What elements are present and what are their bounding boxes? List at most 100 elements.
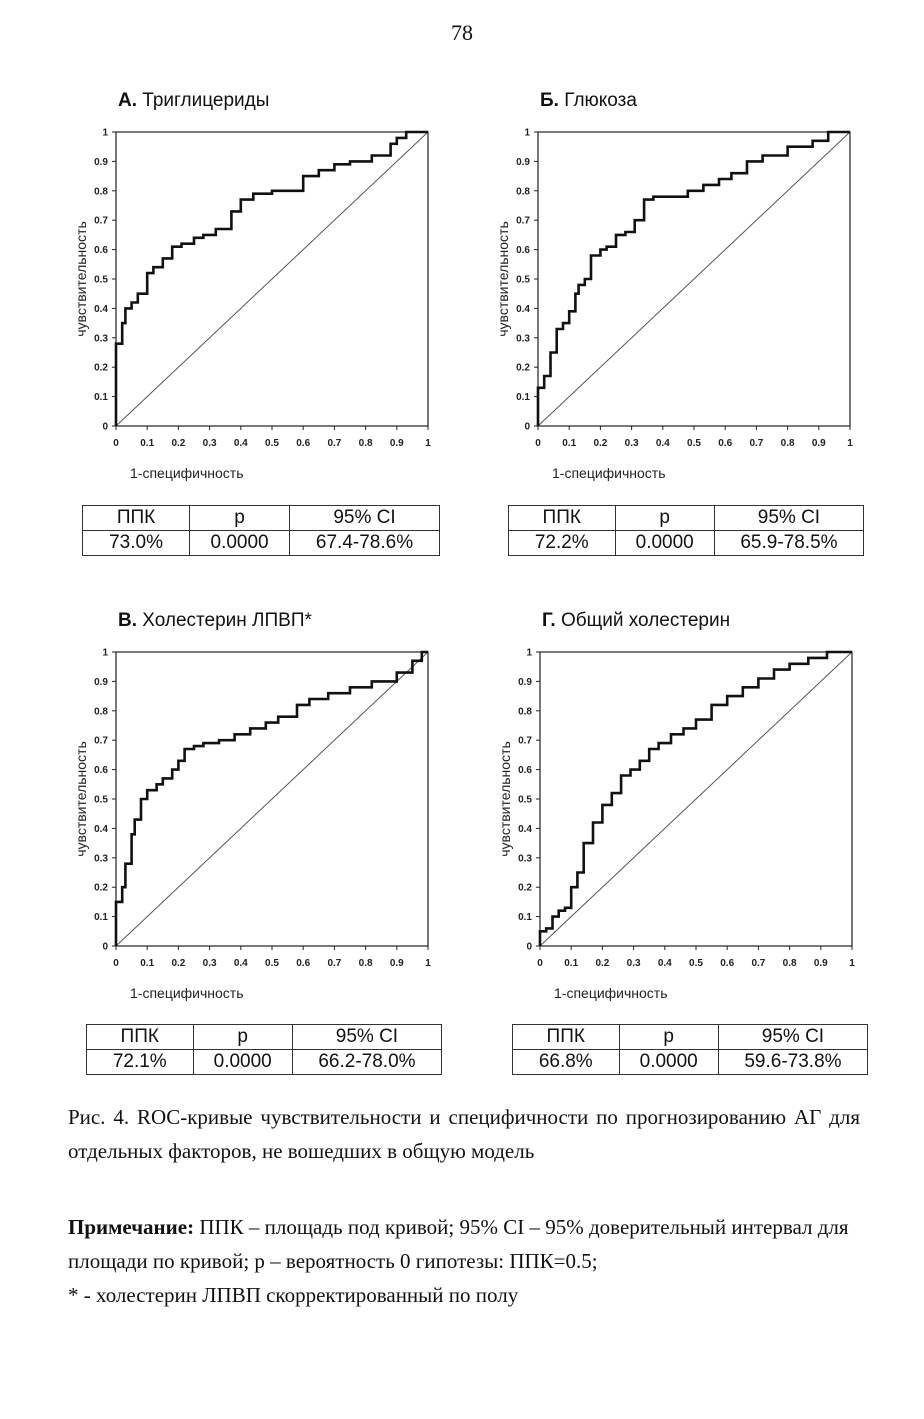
x-tick-label: 0.3	[203, 438, 217, 449]
panel-letter: Г.	[542, 610, 556, 631]
auc-header: ППК	[508, 505, 616, 531]
y-tick-label: 0.4	[94, 304, 108, 315]
stats-table-triglycerides: ППК p 95% CI 73.0% 0.0000 67.4-78.6%	[81, 505, 440, 556]
auc-header: ППК	[81, 505, 191, 531]
stats-value-row: 72.2% 0.0000 65.9-78.5%	[508, 530, 865, 556]
roc-chart: 0 0.1 0.2 0.3 0.4 0.5 0.6 0.7 0.8 0.9 1 0 0.1 0.2 0.3 0…	[73, 648, 431, 1002]
x-tick-label: 0.8	[781, 438, 795, 449]
ci-value: 67.4-78.6%	[289, 530, 440, 556]
x-tick-label: 0.9	[390, 958, 404, 969]
x-axis-label: 1-специфичность	[554, 985, 668, 1001]
y-tick-label: 0.5	[94, 795, 108, 806]
x-tick-label: 0	[535, 438, 541, 449]
x-tick-label: 0.9	[812, 438, 826, 449]
y-axis-label: чувствительность	[73, 741, 89, 857]
y-tick-label: 0.4	[518, 824, 532, 835]
p-header: p	[618, 1024, 719, 1050]
p-header: p	[614, 505, 715, 531]
x-tick-label: 1	[849, 958, 855, 969]
x-tick-label: 0.6	[718, 438, 732, 449]
y-tick-label: 0.4	[94, 824, 108, 835]
y-tick-label: 0.1	[94, 912, 108, 923]
y-tick-label: 0.2	[94, 883, 108, 894]
y-tick-label: 0.5	[516, 275, 530, 286]
x-tick-label: 1	[425, 958, 431, 969]
auc-value: 66.8%	[512, 1049, 620, 1075]
reference-diagonal-line	[115, 131, 429, 427]
reference-diagonal-line	[539, 651, 853, 947]
y-tick-label: 0	[102, 942, 108, 953]
y-tick-label: 0.2	[94, 363, 108, 374]
x-tick-label: 0.4	[656, 438, 670, 449]
x-tick-label: 0.7	[749, 438, 763, 449]
y-axis-label: чувствительность	[497, 741, 513, 857]
x-tick-label: 0.4	[234, 438, 248, 449]
y-tick-label: 0.9	[516, 157, 530, 168]
figure-note: Примечание: ППК – площадь под кривой; 95…	[68, 1210, 860, 1312]
x-tick-label: 1	[425, 438, 431, 449]
page-number: 78	[451, 20, 473, 45]
x-tick-label: 0.4	[234, 958, 248, 969]
x-tick-label: 0.6	[296, 438, 310, 449]
x-tick-label: 0.3	[203, 958, 217, 969]
panel-letter: В.	[118, 610, 137, 631]
y-tick-label: 0.6	[518, 765, 532, 776]
panel-title-text: Триглицериды	[142, 90, 270, 111]
y-tick-label: 0.3	[516, 333, 530, 344]
panel-title-text: Холестерин ЛПВП*	[142, 610, 312, 631]
panel-letter: А.	[118, 90, 137, 111]
y-tick-label: 0.3	[94, 333, 108, 344]
x-tick-label: 0.8	[359, 958, 373, 969]
x-tick-label: 0.1	[564, 958, 578, 969]
stats-header-row: ППК p 95% CI	[512, 1024, 869, 1050]
figure-caption: Рис. 4. ROC-кривые чувствительности и сп…	[68, 1105, 860, 1163]
p-value: 0.0000	[192, 1049, 293, 1075]
y-tick-label: 1	[524, 128, 530, 139]
x-tick-label: 0	[113, 958, 119, 969]
p-value: 0.0000	[618, 1049, 719, 1075]
roc-curve-line	[114, 650, 428, 946]
x-tick-label: 0.6	[296, 958, 310, 969]
panel-title-text: Общий холестерин	[560, 610, 731, 631]
reference-diagonal-line	[115, 651, 429, 947]
ci-value: 66.2-78.0%	[291, 1049, 443, 1075]
stats-header-row: ППК p 95% CI	[86, 1024, 443, 1050]
y-axis-label: чувствительность	[73, 221, 89, 337]
y-tick-label: 0.4	[516, 304, 530, 315]
stats-value-row: 72.1% 0.0000 66.2-78.0%	[86, 1049, 443, 1075]
y-tick-label: 1	[102, 648, 108, 659]
stats-value-row: 73.0% 0.0000 67.4-78.6%	[81, 530, 440, 556]
x-tick-label: 0	[113, 438, 119, 449]
y-tick-label: 0.7	[516, 216, 530, 227]
auc-header: ППК	[512, 1024, 620, 1050]
x-tick-label: 0.7	[751, 958, 765, 969]
y-tick-label: 0	[102, 422, 108, 433]
x-tick-label: 0.2	[595, 958, 609, 969]
x-tick-label: 0.5	[265, 958, 279, 969]
y-tick-label: 0.6	[94, 765, 108, 776]
x-tick-label: 0.9	[814, 958, 828, 969]
y-axis-label: чувствительность	[495, 221, 511, 337]
y-tick-label: 0	[526, 942, 532, 953]
y-tick-label: 0.8	[94, 706, 108, 717]
y-tick-label: 0.8	[518, 706, 532, 717]
ci-value: 59.6-73.8%	[717, 1049, 869, 1075]
auc-value: 72.2%	[508, 530, 616, 556]
roc-panel-glucose: Б. Глюкоза 0 0.1 0.2 0.3 0.4 0.5 0.6 0.7 0.8 0.9 1…	[492, 90, 912, 570]
panel-title-text: Глюкоза	[564, 90, 637, 111]
panel-letter: Б.	[540, 90, 559, 111]
y-tick-label: 0.1	[516, 392, 530, 403]
y-tick-label: 0.7	[518, 736, 532, 747]
ci-header: 95% CI	[291, 1024, 443, 1050]
y-tick-label: 0	[524, 422, 530, 433]
y-tick-label: 0.5	[94, 275, 108, 286]
roc-curve-line	[114, 130, 428, 426]
y-tick-label: 0.7	[94, 736, 108, 747]
x-axis-label: 1-специфичность	[130, 985, 244, 1001]
x-tick-label: 0.2	[171, 958, 185, 969]
ci-header: 95% CI	[717, 1024, 869, 1050]
roc-chart: 0 0.1 0.2 0.3 0.4 0.5 0.6 0.7 0.8 0.9 1 0 0.1 0.2 0.3 0…	[497, 648, 855, 1002]
x-tick-label: 0.6	[720, 958, 734, 969]
p-header: p	[192, 1024, 293, 1050]
roc-panel-total-cholesterol: Г. Общий холестерин 0 0.1 0.2 0.3 0.4 0.5 0.6 0…	[494, 610, 914, 1090]
